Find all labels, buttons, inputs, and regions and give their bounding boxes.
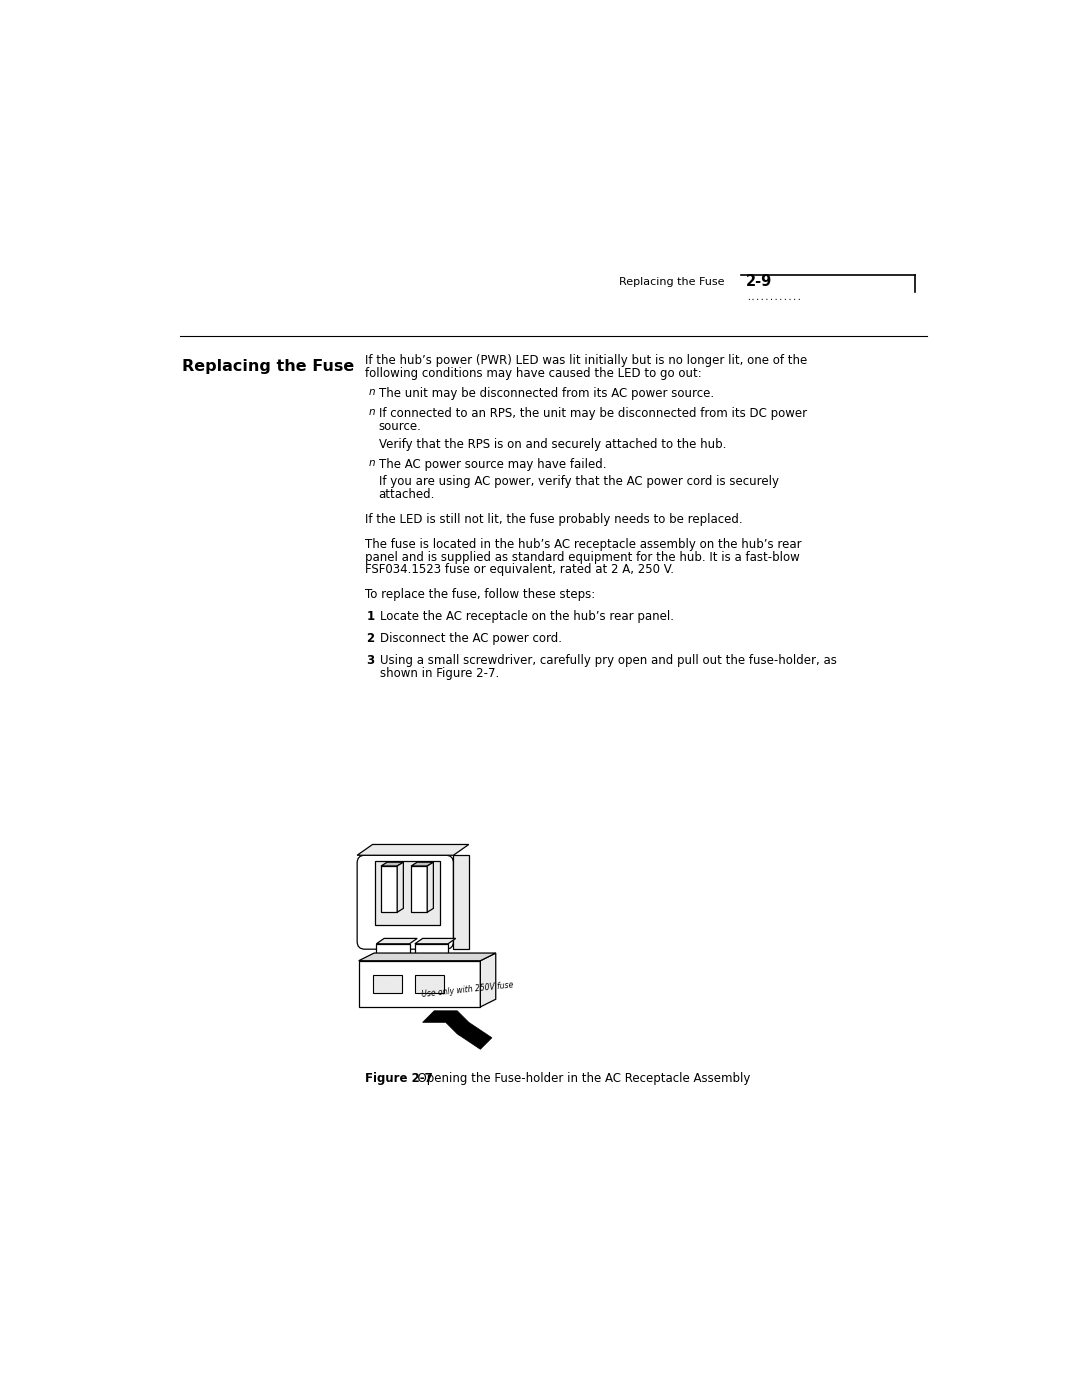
Text: Using a small screwdriver, carefully pry open and pull out the fuse-holder, as: Using a small screwdriver, carefully pry… [380, 654, 837, 668]
Text: The AC power source may have failed.: The AC power source may have failed. [379, 458, 606, 471]
Text: ............: ............ [746, 292, 801, 302]
Text: Figure 2-7: Figure 2-7 [365, 1073, 433, 1085]
Text: Opening the Fuse-holder in the AC Receptacle Assembly: Opening the Fuse-holder in the AC Recept… [409, 1073, 750, 1085]
Polygon shape [359, 961, 481, 1007]
Text: If you are using AC power, verify that the AC power cord is securely: If you are using AC power, verify that t… [379, 475, 779, 489]
Text: source.: source. [379, 420, 421, 433]
Polygon shape [481, 953, 496, 1007]
Text: Disconnect the AC power cord.: Disconnect the AC power cord. [380, 633, 563, 645]
Text: attached.: attached. [379, 488, 435, 502]
Polygon shape [357, 844, 469, 855]
Text: If connected to an RPS, the unit may be disconnected from its DC power: If connected to an RPS, the unit may be … [379, 408, 807, 420]
Text: n: n [368, 387, 376, 397]
Text: The fuse is located in the hub’s AC receptacle assembly on the hub’s rear: The fuse is located in the hub’s AC rece… [365, 538, 801, 550]
FancyBboxPatch shape [373, 975, 402, 993]
Text: following conditions may have caused the LED to go out:: following conditions may have caused the… [365, 366, 702, 380]
Text: The unit may be disconnected from its AC power source.: The unit may be disconnected from its AC… [379, 387, 714, 400]
Polygon shape [411, 862, 433, 866]
Text: n: n [368, 408, 376, 418]
FancyBboxPatch shape [415, 975, 444, 993]
Text: n: n [368, 458, 376, 468]
Text: panel and is supplied as standard equipment for the hub. It is a fast-blow: panel and is supplied as standard equipm… [365, 550, 799, 564]
Text: To replace the fuse, follow these steps:: To replace the fuse, follow these steps: [365, 588, 595, 602]
Polygon shape [359, 953, 496, 961]
Polygon shape [454, 855, 469, 949]
Text: Replacing the Fuse: Replacing the Fuse [619, 277, 725, 286]
Text: Use only with 250V fuse: Use only with 250V fuse [421, 981, 514, 999]
Polygon shape [381, 866, 397, 912]
Text: Verify that the RPS is on and securely attached to the hub.: Verify that the RPS is on and securely a… [379, 437, 726, 450]
Text: shown in Figure 2-7.: shown in Figure 2-7. [380, 666, 499, 680]
Polygon shape [422, 1011, 491, 1049]
Polygon shape [377, 939, 417, 944]
Text: Replacing the Fuse: Replacing the Fuse [183, 359, 354, 373]
Text: If the LED is still not lit, the fuse probably needs to be replaced.: If the LED is still not lit, the fuse pr… [365, 513, 742, 527]
Polygon shape [428, 862, 433, 912]
Text: 2-9: 2-9 [746, 274, 772, 289]
Polygon shape [415, 944, 448, 954]
Polygon shape [397, 862, 403, 912]
Text: 2: 2 [366, 633, 375, 645]
Text: FSF034.1523 fuse or equivalent, rated at 2 A, 250 V.: FSF034.1523 fuse or equivalent, rated at… [365, 563, 674, 577]
Polygon shape [377, 944, 409, 954]
Polygon shape [411, 866, 428, 912]
Polygon shape [381, 862, 403, 866]
Text: 1: 1 [366, 610, 375, 623]
Text: Locate the AC receptacle on the hub’s rear panel.: Locate the AC receptacle on the hub’s re… [380, 610, 674, 623]
Text: 3: 3 [366, 654, 375, 668]
Text: If the hub’s power (PWR) LED was lit initially but is no longer lit, one of the: If the hub’s power (PWR) LED was lit ini… [365, 353, 807, 367]
FancyBboxPatch shape [357, 855, 454, 949]
FancyBboxPatch shape [375, 861, 441, 925]
Polygon shape [415, 939, 456, 944]
